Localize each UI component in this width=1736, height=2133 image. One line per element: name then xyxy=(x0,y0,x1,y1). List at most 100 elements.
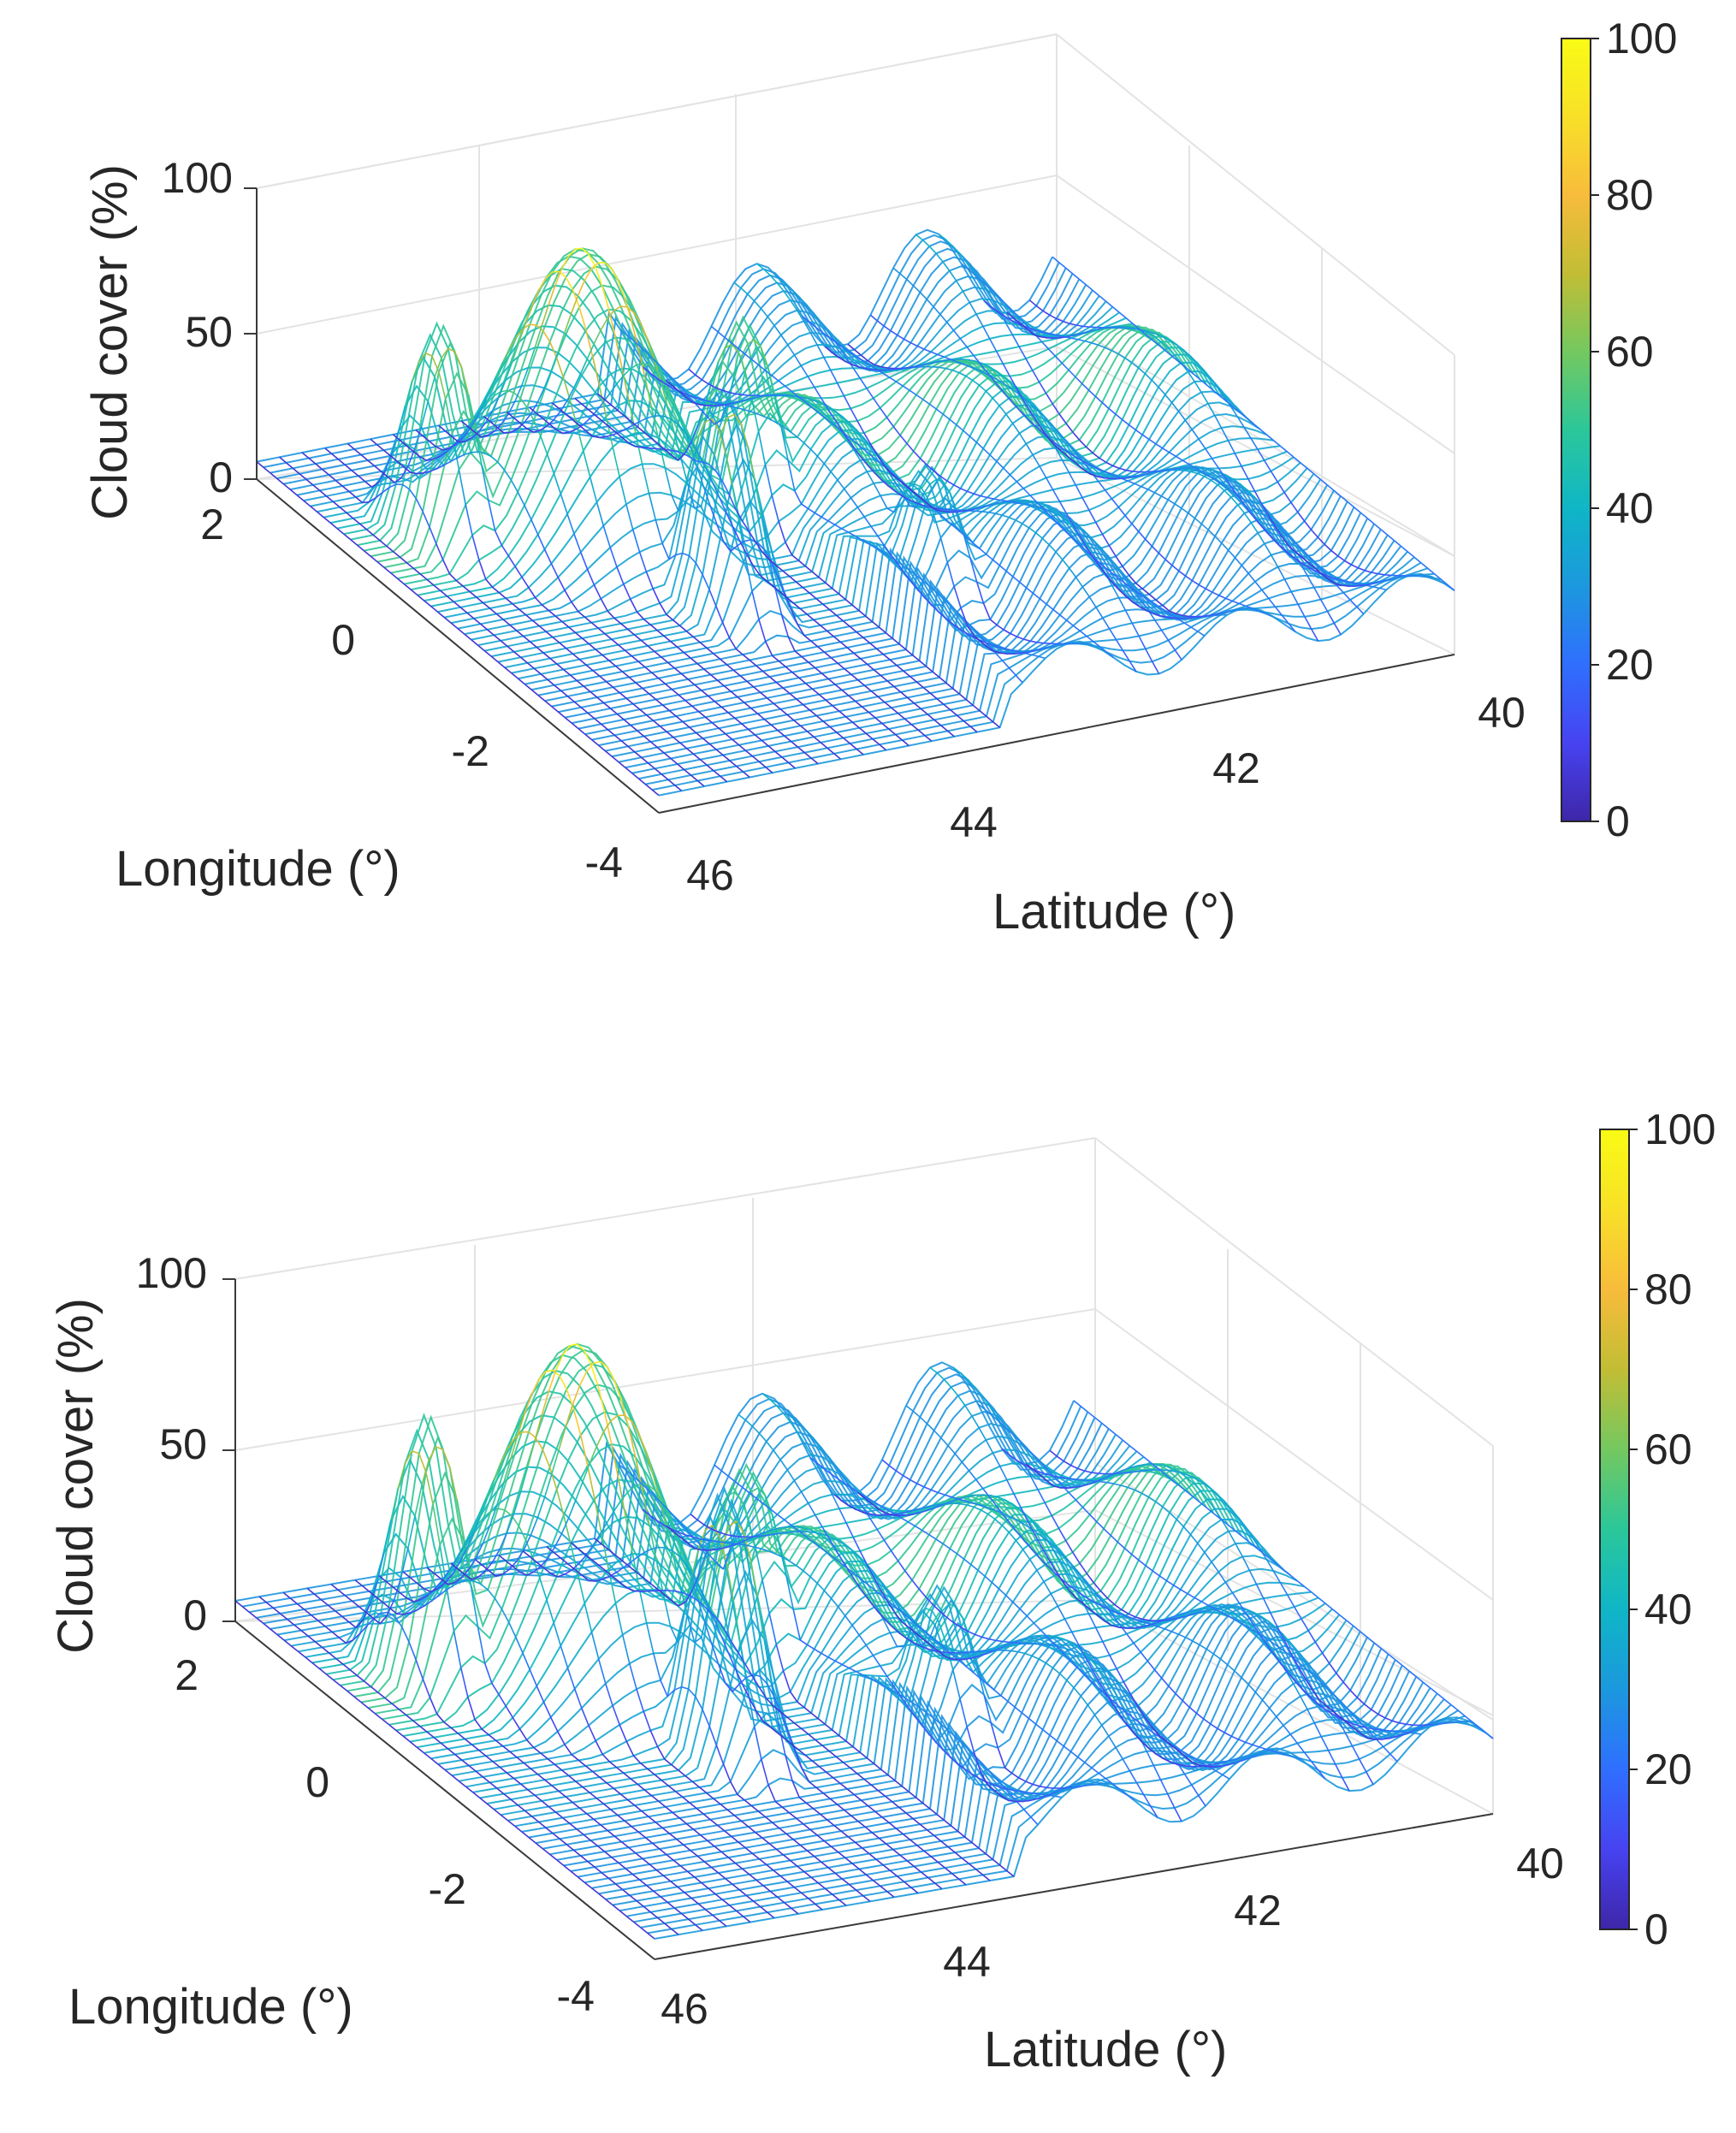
surface-mesh-segment xyxy=(672,1811,680,1819)
surface-mesh-segment xyxy=(683,426,691,447)
surface-mesh-segment xyxy=(1129,1445,1138,1452)
surface-mesh-segment xyxy=(829,726,838,733)
surface-mesh-segment xyxy=(322,468,330,476)
surface-mesh-segment xyxy=(393,551,401,558)
surface-mesh-segment xyxy=(684,768,692,776)
surface-mesh-segment xyxy=(648,1816,656,1823)
surface-mesh-segment xyxy=(708,1549,716,1551)
surface-mesh-segment xyxy=(786,1716,795,1724)
surface-mesh-segment xyxy=(901,366,909,370)
surface-mesh-segment xyxy=(1339,578,1347,583)
surface-mesh-segment xyxy=(914,1715,923,1727)
surface-mesh-segment xyxy=(1342,1777,1350,1792)
surface-mesh-segment xyxy=(1157,1467,1165,1475)
surface-mesh-segment xyxy=(756,542,765,550)
surface-mesh-segment xyxy=(668,554,677,560)
longitude-tick-label: -4 xyxy=(557,1972,595,2020)
surface-mesh-segment xyxy=(1303,1751,1312,1763)
surface-mesh-segment xyxy=(883,1685,892,1691)
surface-mesh-segment xyxy=(565,1404,574,1427)
surface-mesh-segment xyxy=(851,1488,860,1494)
surface-mesh-segment xyxy=(1067,1486,1075,1489)
surface-mesh-segment xyxy=(874,1810,883,1818)
surface-mesh-segment xyxy=(982,447,991,456)
surface-mesh-segment xyxy=(1166,616,1174,619)
surface-mesh-segment xyxy=(1112,1783,1121,1790)
surface-mesh-segment xyxy=(1085,446,1093,454)
surface-mesh-segment xyxy=(375,491,383,499)
surface-mesh-segment xyxy=(934,1610,943,1626)
surface-mesh-segment xyxy=(982,1874,991,1881)
surface-mesh-segment xyxy=(538,1821,547,1828)
surface-mesh-segment xyxy=(607,1367,616,1382)
surface-mesh-segment xyxy=(1241,1757,1250,1762)
surface-mesh-segment xyxy=(1368,1731,1378,1740)
surface-mesh-segment xyxy=(381,1611,388,1615)
surface-mesh-segment xyxy=(1194,381,1202,393)
surface-mesh-segment xyxy=(1214,1765,1222,1768)
surface-mesh-segment xyxy=(661,656,669,664)
surface-mesh-segment xyxy=(803,703,811,711)
surface-mesh-segment xyxy=(992,1647,1001,1652)
surface-mesh-segment xyxy=(500,1448,509,1464)
surface-mesh-segment xyxy=(1131,362,1139,369)
surface-mesh-segment xyxy=(1204,1551,1212,1562)
surface-mesh-segment xyxy=(536,1496,546,1518)
surface-mesh-segment xyxy=(1052,403,1060,415)
surface-mesh-segment xyxy=(1049,314,1058,320)
surface-mesh-segment xyxy=(1077,1756,1086,1763)
surface-mesh-segment xyxy=(895,733,904,741)
surface-mesh-segment xyxy=(450,1562,459,1570)
surface-mesh-segment xyxy=(702,1546,710,1556)
surface-mesh-segment xyxy=(868,542,876,548)
surface-mesh-segment xyxy=(888,1465,897,1472)
surface-mesh-segment xyxy=(621,368,630,401)
surface-mesh-segment xyxy=(774,1553,783,1558)
surface-mesh-segment xyxy=(1267,514,1276,527)
surface-mesh-segment xyxy=(472,1792,481,1799)
surface-mesh-segment xyxy=(862,1581,870,1595)
surface-mesh-segment xyxy=(769,1726,779,1733)
surface-mesh-segment xyxy=(848,695,856,702)
surface-mesh-segment xyxy=(675,450,683,454)
surface-mesh-segment xyxy=(617,1814,625,1822)
surface-mesh-segment xyxy=(1254,581,1263,591)
surface-mesh-segment xyxy=(728,494,737,510)
surface-mesh-segment xyxy=(785,666,793,673)
surface-mesh-segment xyxy=(1287,1594,1295,1608)
surface-mesh-segment xyxy=(1238,496,1247,507)
surface-mesh-segment xyxy=(480,1583,489,1591)
surface-mesh-segment xyxy=(408,1641,417,1661)
surface-mesh-segment xyxy=(603,399,612,406)
surface-mesh-segment xyxy=(1366,518,1375,524)
surface-mesh-segment xyxy=(689,1802,697,1810)
surface-mesh-segment xyxy=(530,519,539,536)
surface-mesh-segment xyxy=(1241,1535,1249,1543)
surface-mesh-segment xyxy=(762,1885,771,1893)
surface-mesh-segment xyxy=(1155,1753,1164,1759)
surface-mesh-segment xyxy=(1174,1613,1182,1617)
surface-mesh-segment xyxy=(595,266,603,286)
surface-mesh-segment xyxy=(1349,1690,1358,1698)
surface-mesh-segment xyxy=(1075,1499,1084,1508)
surface-mesh-segment xyxy=(733,357,742,378)
surface-mesh-segment xyxy=(643,432,652,439)
surface-mesh-segment xyxy=(335,1610,343,1617)
surface-mesh-segment xyxy=(640,323,649,340)
surface-mesh-segment xyxy=(1061,1651,1069,1660)
surface-mesh-segment xyxy=(1016,636,1024,640)
surface-mesh-segment xyxy=(742,771,750,779)
surface-mesh-segment xyxy=(921,1509,928,1514)
surface-mesh-segment xyxy=(1096,1521,1105,1530)
ylabel-top: Longitude (°) xyxy=(116,841,400,897)
surface-mesh-segment xyxy=(827,1656,836,1662)
surface-mesh-segment xyxy=(1327,1750,1336,1765)
surface-mesh-segment xyxy=(1271,537,1280,546)
surface-mesh-segment xyxy=(749,659,757,667)
surface-mesh-segment xyxy=(692,443,701,457)
surface-mesh-segment xyxy=(483,601,491,609)
surface-mesh-segment xyxy=(764,641,773,656)
surface-mesh-segment xyxy=(1046,1786,1054,1789)
surface-mesh-segment xyxy=(1304,1585,1312,1593)
surface-mesh-segment xyxy=(1037,330,1045,334)
